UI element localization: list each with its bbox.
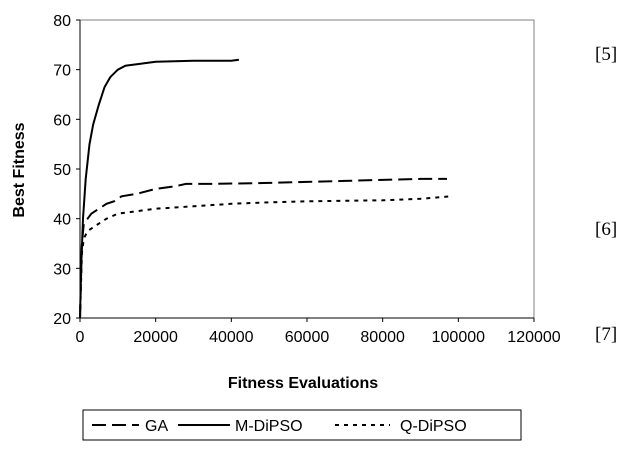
y-tick-label: 70 bbox=[53, 63, 71, 80]
x-tick-label: 40000 bbox=[209, 329, 254, 346]
y-tick-label: 20 bbox=[53, 311, 71, 328]
x-axis-title: Fitness Evaluations bbox=[228, 375, 378, 392]
y-tick-label: 40 bbox=[53, 212, 71, 229]
side-ref-7: [7] bbox=[595, 324, 617, 345]
legend-label-ga: GA bbox=[145, 418, 168, 435]
x-tick-label: 20000 bbox=[133, 329, 178, 346]
series-line-ga bbox=[79, 177, 447, 319]
x-tick-label: 80000 bbox=[360, 329, 405, 346]
y-tick-label: 60 bbox=[53, 112, 71, 129]
series-layer bbox=[79, 58, 451, 319]
plot-area bbox=[79, 19, 535, 319]
legend-label-m-dipso: M-DiPSO bbox=[235, 418, 303, 435]
y-tick-label: 80 bbox=[53, 13, 71, 30]
x-tick-label: 120000 bbox=[507, 329, 560, 346]
legend-label-q-dipso: Q-DiPSO bbox=[400, 418, 467, 435]
series-line-m-dipso bbox=[79, 58, 240, 319]
y-tick-label: 30 bbox=[53, 261, 71, 278]
y-axis-ticks: 20 30 40 50 60 70 80 bbox=[53, 13, 80, 328]
side-ref-5: [5] bbox=[595, 44, 617, 65]
x-axis-ticks: 0 20000 40000 60000 80000 100000 120000 bbox=[76, 318, 561, 346]
y-axis-title: Best Fitness bbox=[11, 122, 28, 217]
side-ref-6: [6] bbox=[595, 219, 617, 240]
y-tick-label: 50 bbox=[53, 162, 71, 179]
x-tick-label: 100000 bbox=[432, 329, 485, 346]
x-tick-label: 60000 bbox=[285, 329, 330, 346]
legend: GA M-DiPSO Q-DiPSO bbox=[82, 409, 522, 441]
legend-box bbox=[82, 409, 522, 441]
x-tick-label: 0 bbox=[76, 329, 85, 346]
